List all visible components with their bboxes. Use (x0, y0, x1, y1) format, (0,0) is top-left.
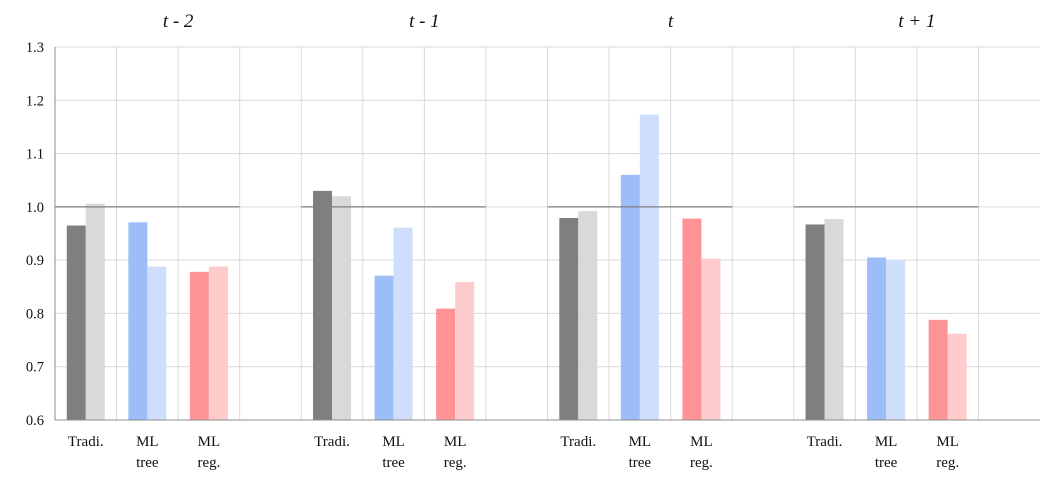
bar (805, 224, 825, 420)
panel-title: t + 1 (898, 11, 935, 32)
bar (682, 218, 702, 420)
bar (867, 257, 887, 420)
bar (147, 266, 167, 420)
bars (66, 114, 967, 421)
bar (393, 227, 413, 420)
x-category-label: ML (198, 434, 221, 450)
panel-title: t - 1 (409, 11, 440, 32)
y-tick-label: 1.3 (26, 40, 44, 56)
bar (85, 203, 105, 420)
panel-title: t (668, 11, 674, 32)
bar (620, 174, 640, 420)
x-category-label: ML (136, 434, 159, 450)
x-category-label: tree (382, 455, 405, 471)
bar (639, 114, 659, 421)
x-category-label: ML (875, 434, 898, 450)
x-category-label: Tradi. (314, 434, 350, 450)
y-tick-label: 0.8 (26, 306, 44, 322)
bar (947, 333, 967, 420)
bar (578, 211, 598, 420)
bar (66, 225, 86, 420)
x-category-label: Tradi. (807, 434, 843, 450)
bar (374, 275, 394, 420)
bar (436, 308, 456, 420)
bar (313, 190, 333, 420)
x-category-label: reg. (690, 455, 713, 471)
x-category-label: tree (875, 455, 898, 471)
bar (332, 196, 352, 420)
bar (559, 218, 579, 420)
y-tick-label: 1.0 (26, 200, 44, 216)
y-tick-label: 0.7 (26, 360, 44, 376)
x-category-label: ML (629, 434, 652, 450)
x-category-label: reg. (197, 455, 220, 471)
panel-title: t - 2 (163, 11, 194, 32)
x-category-label: ML (444, 434, 467, 450)
x-category-label: tree (629, 455, 652, 471)
y-tick-label: 0.9 (26, 253, 44, 269)
bar (701, 258, 721, 420)
x-category-label: ML (382, 434, 405, 450)
gridlines (55, 46, 1040, 420)
x-category-label: ML (690, 434, 713, 450)
y-tick-label: 1.2 (26, 93, 44, 109)
axes (54, 47, 1040, 421)
y-tick-label: 1.1 (26, 147, 44, 163)
bar (455, 281, 475, 420)
y-tick-label: 0.6 (26, 413, 44, 429)
x-category-label: ML (936, 434, 959, 450)
x-category-label: Tradi. (560, 434, 596, 450)
bar (928, 319, 948, 420)
bar (189, 271, 209, 420)
bar (886, 259, 906, 420)
bar (208, 266, 228, 420)
x-category-label: tree (136, 455, 159, 471)
x-category-label: reg. (936, 455, 959, 471)
bar (824, 219, 844, 420)
x-category-label: reg. (444, 455, 467, 471)
bar (128, 222, 148, 420)
x-category-label: Tradi. (68, 434, 104, 450)
